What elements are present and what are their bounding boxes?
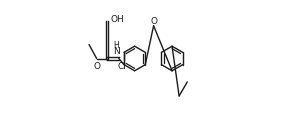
Text: methoxy: methoxy xyxy=(88,42,95,43)
Text: OH: OH xyxy=(110,15,124,24)
Text: Cl: Cl xyxy=(118,62,127,71)
Text: O: O xyxy=(151,17,158,26)
Text: O: O xyxy=(93,62,100,71)
Text: H: H xyxy=(114,41,120,49)
Text: N: N xyxy=(113,47,120,56)
